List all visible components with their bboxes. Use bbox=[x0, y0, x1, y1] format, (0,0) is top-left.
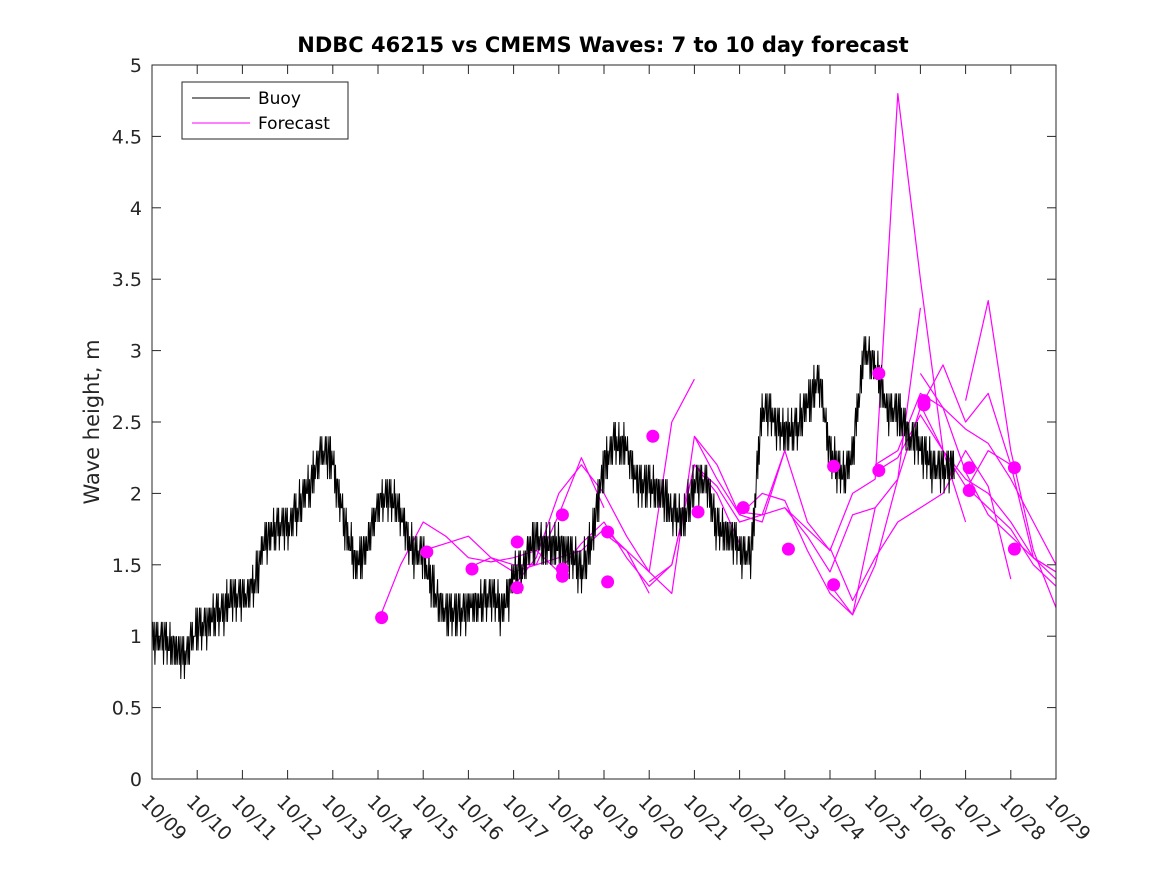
forecast-point bbox=[781, 542, 795, 556]
forecast-point bbox=[555, 508, 569, 522]
y-tick-label: 1.5 bbox=[112, 555, 142, 577]
forecast-line-17 bbox=[965, 300, 1057, 608]
legend-buoy-label: Buoy bbox=[258, 89, 301, 109]
y-tick-label: 4.5 bbox=[112, 126, 142, 148]
forecast-point bbox=[962, 484, 976, 498]
forecast-point bbox=[827, 459, 841, 473]
y-tick-label: 4 bbox=[130, 198, 142, 220]
forecast-point bbox=[1007, 542, 1021, 556]
forecast-point bbox=[375, 611, 389, 625]
forecast-line-11 bbox=[829, 450, 1012, 602]
plot-area-frame bbox=[151, 64, 1057, 780]
forecast-point bbox=[872, 464, 886, 478]
y-tick-label: 0.5 bbox=[112, 698, 142, 720]
forecast-point bbox=[1007, 461, 1021, 475]
forecast-line-10 bbox=[784, 92, 967, 552]
series-group bbox=[151, 92, 1057, 680]
y-tick-label: 2.5 bbox=[112, 412, 142, 434]
legend-box bbox=[181, 81, 349, 140]
forecast-point bbox=[601, 575, 615, 589]
forecast-point bbox=[420, 545, 434, 559]
forecast-point bbox=[827, 578, 841, 592]
chart-title: NDBC 46215 vs CMEMS Waves: 7 to 10 day f… bbox=[297, 33, 908, 57]
y-tick-labels: 0 0.5 1 1.5 2 2.5 3 3.5 4 4.5 5 bbox=[112, 55, 142, 791]
forecast-point bbox=[510, 581, 524, 595]
y-tick-label: 3.5 bbox=[112, 269, 142, 291]
forecast-point bbox=[465, 562, 479, 576]
y-axis-label: Wave height, m bbox=[80, 339, 104, 504]
forecast-point bbox=[510, 535, 524, 549]
forecast-point bbox=[962, 461, 976, 475]
y-tick-label: 2 bbox=[130, 483, 142, 505]
y-tick-label: 3 bbox=[130, 341, 142, 363]
forecast-point bbox=[691, 505, 705, 519]
forecast-point bbox=[917, 394, 931, 408]
forecast-point bbox=[555, 562, 569, 576]
buoy-line bbox=[151, 336, 955, 680]
forecast-line-8 bbox=[693, 436, 876, 616]
y-tick-label: 1 bbox=[130, 626, 142, 648]
forecast-line-9 bbox=[739, 307, 921, 573]
forecast-point bbox=[872, 366, 886, 380]
y-tick-label: 0 bbox=[130, 769, 142, 791]
forecast-point bbox=[736, 501, 750, 515]
forecast-line-7 bbox=[648, 450, 831, 583]
forecast-point bbox=[646, 429, 660, 443]
forecast-line-14 bbox=[874, 414, 1057, 580]
forecast-point bbox=[601, 525, 615, 539]
y-tick-label: 5 bbox=[130, 55, 142, 77]
legend: Buoy Forecast bbox=[181, 81, 349, 140]
legend-forecast-label: Forecast bbox=[258, 114, 330, 134]
